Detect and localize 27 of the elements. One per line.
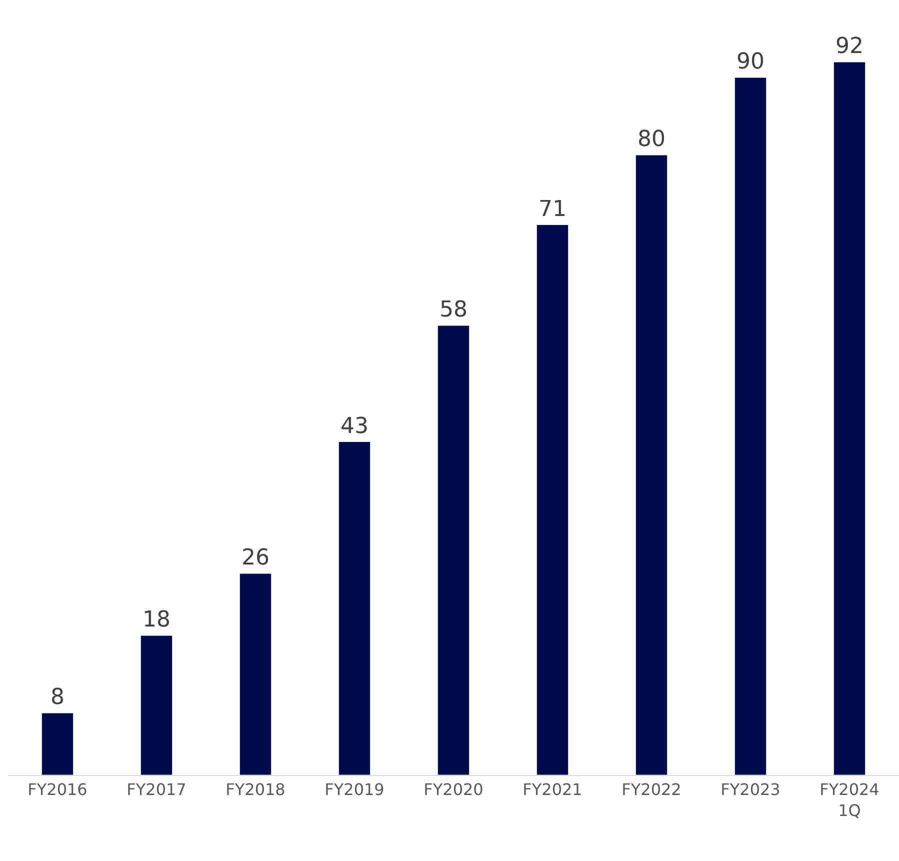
data-label: 18 xyxy=(142,608,170,633)
bar xyxy=(833,62,866,775)
x-tick-label: FY2022 xyxy=(622,780,682,800)
bar xyxy=(338,442,371,775)
bar xyxy=(41,712,74,775)
bar xyxy=(536,224,569,775)
data-label: 43 xyxy=(340,414,368,439)
data-label: 92 xyxy=(836,34,864,60)
data-label: 71 xyxy=(538,196,566,222)
x-tick-label: FY2017 xyxy=(126,780,186,800)
bar xyxy=(635,154,668,775)
bar xyxy=(734,77,767,775)
x-tick-label: FY2016 xyxy=(28,780,88,800)
bar xyxy=(437,325,470,775)
x-tick-label: FY2020 xyxy=(424,780,484,800)
x-tick-label: FY2018 xyxy=(226,780,286,800)
data-label: 8 xyxy=(50,685,64,710)
bar xyxy=(140,635,173,775)
data-label: 26 xyxy=(242,546,270,571)
bar xyxy=(239,573,272,775)
data-label: 58 xyxy=(440,298,468,323)
x-tick-label: FY2019 xyxy=(324,780,384,800)
x-tick-label: FY2024 1Q xyxy=(820,780,880,820)
data-label: 80 xyxy=(638,127,666,152)
x-tick-label: FY2023 xyxy=(720,780,780,800)
data-label: 90 xyxy=(736,50,764,75)
x-tick-label: FY2021 xyxy=(522,780,582,800)
